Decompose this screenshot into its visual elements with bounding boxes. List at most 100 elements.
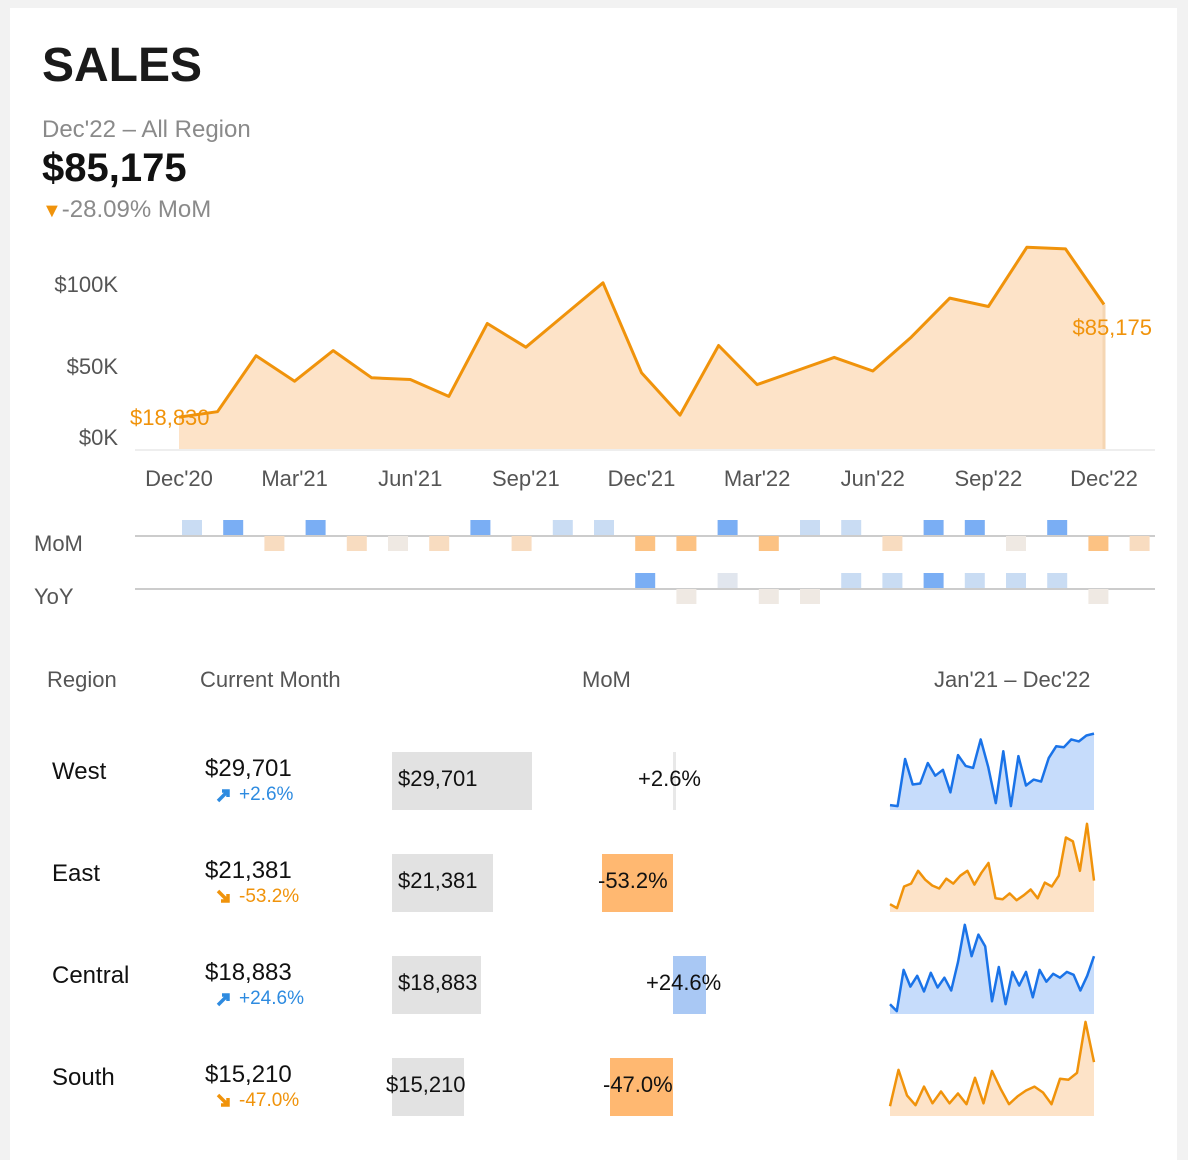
- value-bar-label: $15,210: [386, 1072, 466, 1097]
- sales-series-line: [178, 245, 1106, 419]
- sparkline-fill: [890, 924, 1094, 1014]
- region-name: Central: [52, 962, 130, 989]
- current-month-change: -53.2%: [215, 886, 299, 908]
- mom-cell: [1006, 536, 1026, 551]
- x-tick-label: Mar'22: [724, 466, 791, 491]
- sparkline-fill: [890, 733, 1094, 810]
- yoy-cell: [1088, 589, 1109, 604]
- value-bar: [392, 956, 481, 1014]
- x-tick-label: Sep'21: [492, 466, 560, 491]
- yoy-cell: [635, 573, 656, 588]
- mom-cell: [717, 520, 738, 535]
- mom-bar: [602, 854, 673, 912]
- col-header-region: Region: [47, 667, 117, 692]
- x-tick-label: Mar'21: [261, 466, 328, 491]
- mom-cell: [346, 536, 367, 551]
- trend-sparkline: [888, 1020, 1096, 1116]
- x-tick-label: Jun'22: [841, 466, 905, 491]
- mom-cell: [552, 520, 573, 535]
- arrow-up-right-icon: [216, 789, 230, 803]
- yoy-cell: [758, 589, 779, 604]
- current-month-change-label: +24.6%: [239, 988, 304, 1009]
- mom-cell: [635, 536, 656, 551]
- sparkline-line: [889, 732, 1095, 808]
- sparkline-line: [889, 822, 1096, 910]
- mom-cell: [758, 536, 779, 551]
- arrow-down-right-icon: [216, 1093, 230, 1107]
- mom-cell: [305, 520, 326, 535]
- mom-cell: [264, 536, 285, 551]
- value-bar: [392, 1058, 464, 1116]
- end-value-label: $85,175: [1072, 315, 1152, 340]
- value-bar: [392, 854, 493, 912]
- mom-cell: [223, 520, 244, 535]
- value-bar-label: $18,883: [398, 970, 478, 995]
- start-value-label: $18,830: [130, 405, 210, 430]
- col-header-current-month: Current Month: [200, 667, 341, 692]
- current-month-value: $21,381: [205, 857, 292, 884]
- mom-cell: [1129, 536, 1150, 551]
- kpi-value: $85,175: [42, 146, 187, 190]
- current-month-value: $18,883: [205, 959, 292, 986]
- sparkline-fill: [890, 1021, 1094, 1116]
- value-bar: [392, 752, 532, 810]
- mom-bar-label: -53.2%: [598, 868, 668, 893]
- col-header-trend: Jan'21 – Dec'22: [934, 667, 1091, 692]
- mom-bar-label: +24.6%: [646, 970, 722, 995]
- yoy-cell: [676, 589, 697, 604]
- value-bar-label: $29,701: [398, 766, 478, 791]
- mom-bar: [673, 752, 676, 810]
- x-tick-label: Sep'22: [954, 466, 1022, 491]
- yoy-cell: [717, 573, 738, 588]
- period-region-subtitle: Dec'22 – All Region: [42, 116, 251, 143]
- x-tick-label: Jun'21: [378, 466, 442, 491]
- x-tick-label: Dec'20: [145, 466, 213, 491]
- current-month-change: +2.6%: [215, 784, 293, 806]
- mom-cell: [841, 520, 862, 535]
- mom-cell: [923, 520, 944, 535]
- current-month-change: +24.6%: [215, 988, 304, 1010]
- sparkline-line: [888, 1020, 1096, 1107]
- mom-bar: [673, 956, 706, 1014]
- mom-cell: [511, 536, 532, 551]
- value-bar-label: $21,381: [398, 868, 478, 893]
- mom-bar-label: +2.6%: [638, 766, 701, 791]
- y-tick-label: $100K: [54, 272, 118, 297]
- sparkline-fill: [890, 823, 1094, 912]
- mom-cell: [882, 536, 903, 551]
- page-title: SALES: [42, 39, 203, 92]
- region-name: South: [52, 1064, 115, 1091]
- y-tick-label: $50K: [67, 354, 119, 379]
- mom-cell: [676, 536, 697, 551]
- mom-cell: [594, 520, 614, 535]
- current-month-change: -47.0%: [215, 1090, 299, 1112]
- mom-bar-label: -47.0%: [603, 1072, 673, 1097]
- current-month-change-label: -47.0%: [239, 1090, 300, 1111]
- yoy-cell: [964, 573, 985, 588]
- mom-cell: [388, 536, 408, 551]
- sparkline-line: [889, 923, 1096, 1013]
- region-name: East: [52, 860, 101, 887]
- sales-area-fill: [179, 247, 1104, 449]
- down-triangle-icon: ▼: [42, 200, 62, 222]
- mom-bar: [610, 1058, 673, 1116]
- yoy-cell: [841, 573, 862, 588]
- kpi-change: ▼-28.09% MoM: [42, 196, 211, 224]
- yoy-row-label: YoY: [34, 584, 74, 609]
- kpi-change-label: -28.09% MoM: [61, 196, 212, 223]
- x-tick-label: Dec'22: [1070, 466, 1138, 491]
- mom-cell: [964, 520, 985, 535]
- trend-sparkline: [889, 923, 1096, 1014]
- mom-cell: [470, 520, 491, 535]
- mom-cell: [429, 536, 450, 551]
- mom-cell: [1088, 536, 1109, 551]
- yoy-cell: [800, 589, 820, 604]
- x-tick-label: Dec'21: [608, 466, 676, 491]
- yoy-cell: [1006, 573, 1026, 588]
- mom-cell: [1047, 520, 1068, 535]
- mom-cell: [800, 520, 820, 535]
- mom-row-label: MoM: [34, 531, 83, 556]
- arrow-up-right-icon: [216, 993, 230, 1007]
- col-header-mom: MoM: [582, 667, 631, 692]
- current-month-change-label: +2.6%: [239, 784, 294, 805]
